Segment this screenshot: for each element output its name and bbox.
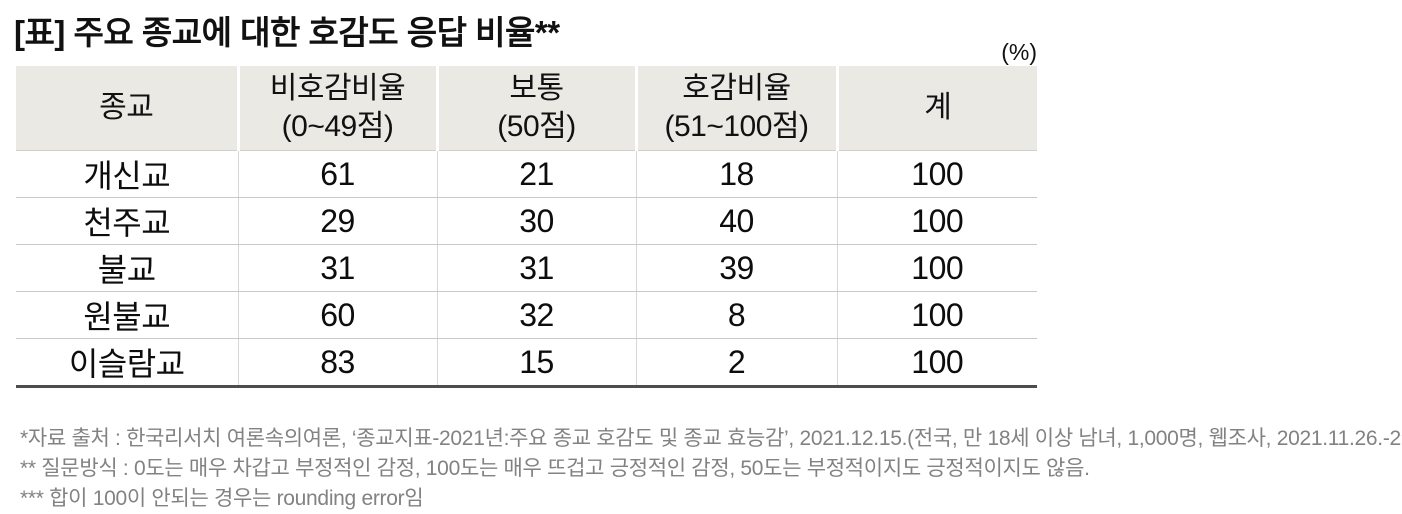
page-title: [표] 주요 종교에 대한 호감도 응답 비율** [14, 14, 560, 51]
column-header-sublabel: (50점) [497, 110, 576, 143]
neutral-cell: 32 [437, 291, 637, 339]
table-header-row: 종교 비호감비율 (0~49점) 보통 (50점) 호감비율 (51~100점)… [16, 66, 1037, 151]
favorable-cell: 18 [636, 150, 838, 198]
unfavorable-cell: 31 [238, 244, 438, 292]
neutral-cell: 30 [437, 197, 637, 245]
favorable-cell: 2 [636, 338, 838, 388]
religion-cell: 원불교 [16, 291, 239, 339]
column-header-label: 종교 [99, 91, 154, 124]
footnote-method: ** 질문방식 : 0도는 매우 차갑고 부정적인 감정, 100도는 매우 뜨… [20, 457, 1090, 480]
religion-cell: 천주교 [16, 197, 239, 245]
column-header-label: 비호감비율 [269, 72, 406, 105]
total-cell: 100 [837, 150, 1037, 198]
total-cell: 100 [837, 197, 1037, 245]
favorable-cell: 40 [636, 197, 838, 245]
footnotes: *자료 출처 : 한국리서치 여론속의여론, ‘종교지표-2021년:주요 종교… [20, 424, 1402, 514]
table-row: 원불교 60 32 8 100 [16, 291, 1037, 339]
religion-cell: 개신교 [16, 150, 239, 198]
religion-cell: 이슬람교 [16, 338, 239, 388]
footnote-rounding: *** 합이 100이 안되는 경우는 rounding error임 [20, 487, 424, 510]
favorable-cell: 8 [636, 291, 838, 339]
neutral-cell: 21 [437, 150, 637, 198]
column-header-sublabel: (51~100점) [664, 110, 809, 143]
column-header-religion: 종교 [16, 66, 240, 151]
unfavorable-cell: 61 [238, 150, 438, 198]
footnote-source: *자료 출처 : 한국리서치 여론속의여론, ‘종교지표-2021년:주요 종교… [20, 427, 1402, 450]
table-row: 천주교 29 30 40 100 [16, 197, 1037, 245]
religion-cell: 불교 [16, 244, 239, 292]
favorability-table: 종교 비호감비율 (0~49점) 보통 (50점) 호감비율 (51~100점)… [16, 66, 1037, 388]
column-header-label: 보통 [509, 72, 564, 105]
column-header-label: 호감비율 [682, 72, 791, 105]
column-header-unfavorable: 비호감비율 (0~49점) [238, 66, 439, 151]
column-header-sublabel: (0~49점) [281, 110, 394, 143]
column-header-label: 계 [924, 91, 952, 124]
total-cell: 100 [837, 338, 1037, 388]
unfavorable-cell: 60 [238, 291, 438, 339]
table-row: 이슬람교 83 15 2 100 [16, 338, 1037, 388]
unfavorable-cell: 29 [238, 197, 438, 245]
column-header-total: 계 [837, 66, 1037, 151]
neutral-cell: 15 [437, 338, 637, 388]
column-header-neutral: 보통 (50점) [437, 66, 638, 151]
favorable-cell: 39 [636, 244, 838, 292]
total-cell: 100 [837, 291, 1037, 339]
page: [표] 주요 종교에 대한 호감도 응답 비율** (%) 종교 비호감비율 (… [0, 4, 1402, 510]
unfavorable-cell: 83 [238, 338, 438, 388]
table-row: 개신교 61 21 18 100 [16, 150, 1037, 198]
total-cell: 100 [837, 244, 1037, 292]
unit-label: (%) [1001, 39, 1037, 65]
neutral-cell: 31 [437, 244, 637, 292]
column-header-favorable: 호감비율 (51~100점) [636, 66, 839, 151]
table-header-area: [표] 주요 종교에 대한 호감도 응답 비율** (%) [0, 4, 1037, 66]
table-row: 불교 31 31 39 100 [16, 244, 1037, 292]
